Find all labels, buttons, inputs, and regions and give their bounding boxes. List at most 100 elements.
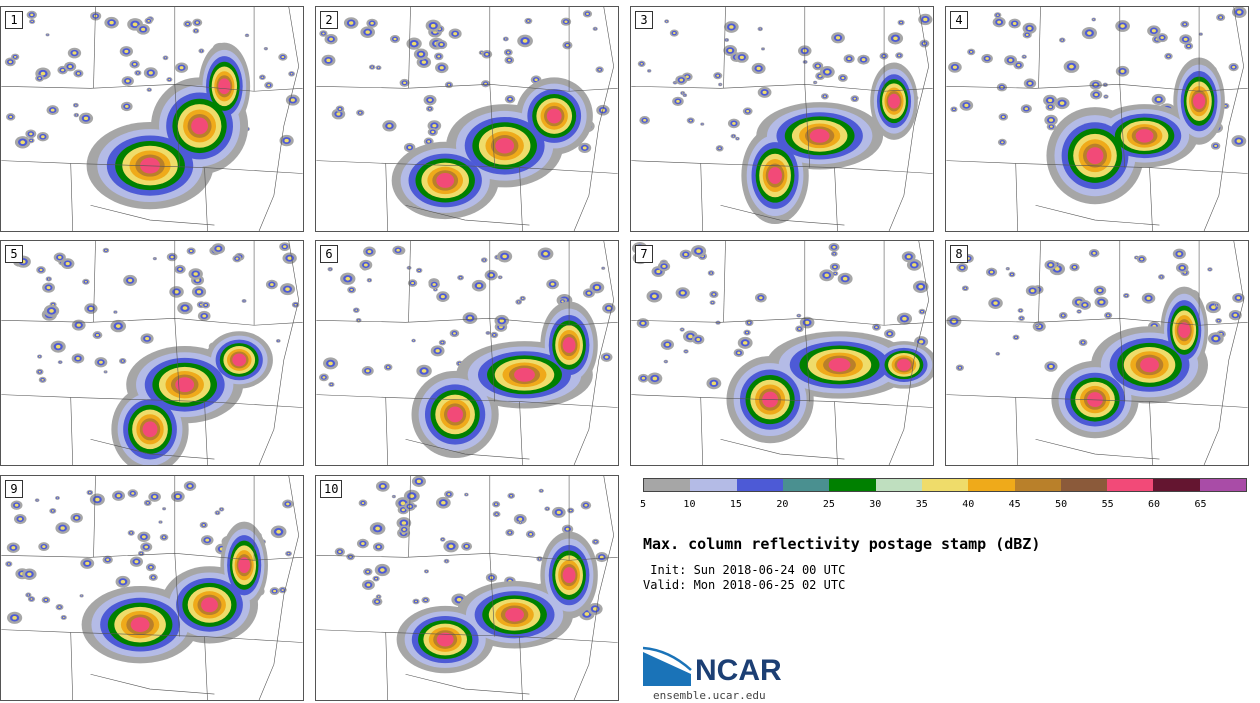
storm-cell bbox=[270, 283, 274, 286]
storm-cell bbox=[499, 276, 501, 278]
storm-band bbox=[562, 337, 576, 353]
storm-cell bbox=[85, 561, 90, 566]
storm-cell bbox=[489, 273, 494, 277]
storm-cell bbox=[1183, 37, 1188, 41]
member-number-label: 10 bbox=[320, 480, 343, 498]
state-boundary bbox=[93, 476, 96, 558]
ensemble-member-panel: 5 bbox=[0, 240, 304, 466]
storm-cell bbox=[1020, 317, 1023, 320]
storm-cell bbox=[322, 32, 325, 35]
storm-cell bbox=[1001, 115, 1005, 118]
storm-cell bbox=[814, 81, 816, 83]
storm-cell bbox=[193, 272, 198, 276]
storm-cell bbox=[674, 82, 676, 84]
storm-cell bbox=[1219, 16, 1223, 19]
storm-cell bbox=[414, 505, 416, 507]
storm-cell bbox=[518, 517, 523, 521]
state-boundary bbox=[1203, 7, 1244, 231]
storm-band bbox=[232, 353, 247, 367]
reflectivity-map bbox=[1, 476, 303, 700]
storm-cell bbox=[424, 599, 427, 602]
storm-cell bbox=[759, 28, 761, 30]
storm-cell bbox=[529, 533, 533, 536]
storm-cell bbox=[149, 566, 153, 569]
storm-cell bbox=[747, 321, 751, 324]
storm-cell bbox=[11, 546, 16, 550]
storm-cell bbox=[964, 287, 967, 290]
storm-cell bbox=[61, 68, 65, 72]
colorbar-tick: 10 bbox=[683, 499, 696, 510]
storm-band bbox=[142, 421, 158, 438]
storm-cell bbox=[202, 523, 205, 526]
state-boundary bbox=[489, 7, 496, 168]
storm-cell bbox=[277, 340, 279, 342]
storm-cell bbox=[27, 572, 32, 576]
storm-cell bbox=[1215, 304, 1218, 306]
storm-cell bbox=[393, 37, 397, 41]
reflectivity-colorbar bbox=[643, 478, 1247, 492]
storm-cell bbox=[380, 484, 385, 488]
storm-cell bbox=[374, 577, 378, 580]
storm-cell bbox=[273, 589, 277, 593]
storm-cell bbox=[68, 65, 72, 69]
state-boundary bbox=[631, 160, 933, 174]
colorbar-tick: 45 bbox=[1008, 499, 1021, 510]
reflectivity-map bbox=[1, 7, 303, 231]
state-boundary bbox=[489, 476, 496, 637]
storm-cell bbox=[151, 576, 155, 579]
storm-cell bbox=[7, 563, 10, 565]
storm-cell bbox=[681, 328, 683, 331]
storm-cell bbox=[893, 36, 898, 41]
state-boundary bbox=[174, 241, 181, 402]
storm-cell bbox=[816, 64, 820, 68]
storm-cell bbox=[688, 334, 693, 339]
storm-cell bbox=[1232, 65, 1236, 69]
storm-cell bbox=[1167, 55, 1170, 58]
member-number-label: 3 bbox=[635, 11, 653, 29]
storm-cell bbox=[483, 259, 486, 261]
storm-cell bbox=[922, 42, 926, 45]
storm-cell bbox=[414, 600, 418, 603]
storm-cell bbox=[453, 32, 458, 36]
storm-cell bbox=[421, 369, 427, 373]
state-boundary bbox=[631, 394, 933, 408]
storm-cell bbox=[739, 55, 744, 59]
state-boundary bbox=[519, 636, 523, 700]
storm-cell bbox=[411, 281, 415, 285]
storm-cell bbox=[285, 287, 290, 291]
colorbar-segment bbox=[736, 479, 783, 491]
state-boundary bbox=[405, 438, 530, 460]
storm-cell bbox=[186, 22, 189, 25]
storm-cell bbox=[396, 248, 400, 252]
storm-cell bbox=[519, 521, 522, 523]
storm-cell bbox=[641, 376, 646, 380]
storm-cell bbox=[1010, 273, 1014, 276]
state-boundary bbox=[519, 167, 523, 231]
storm-cell bbox=[132, 22, 138, 27]
member-number-label: 9 bbox=[5, 480, 23, 498]
storm-cell bbox=[888, 332, 892, 336]
storm-cell bbox=[290, 98, 295, 102]
state-boundary bbox=[204, 636, 208, 700]
state-boundary bbox=[1, 394, 303, 408]
storm-cell bbox=[95, 497, 100, 502]
storm-cell bbox=[1015, 336, 1018, 339]
storm-cell bbox=[336, 112, 341, 116]
state-boundary bbox=[385, 397, 389, 465]
storm-cell bbox=[861, 58, 866, 62]
storm-cell bbox=[641, 321, 645, 325]
storm-cell bbox=[47, 278, 50, 280]
storm-cell bbox=[762, 48, 764, 50]
storm-cell bbox=[1151, 29, 1156, 33]
storm-cell bbox=[1054, 267, 1060, 271]
member-number-label: 7 bbox=[635, 245, 653, 263]
storm-cell bbox=[1061, 314, 1065, 317]
storm-cell bbox=[40, 71, 46, 76]
storm-cell bbox=[375, 526, 380, 531]
storm-cell bbox=[1094, 93, 1099, 97]
storm-cell bbox=[1048, 263, 1053, 267]
storm-cell bbox=[345, 276, 351, 281]
ensemble-member-panel: 4 bbox=[945, 6, 1249, 232]
storm-cell bbox=[74, 516, 79, 520]
state-boundary bbox=[70, 163, 74, 231]
